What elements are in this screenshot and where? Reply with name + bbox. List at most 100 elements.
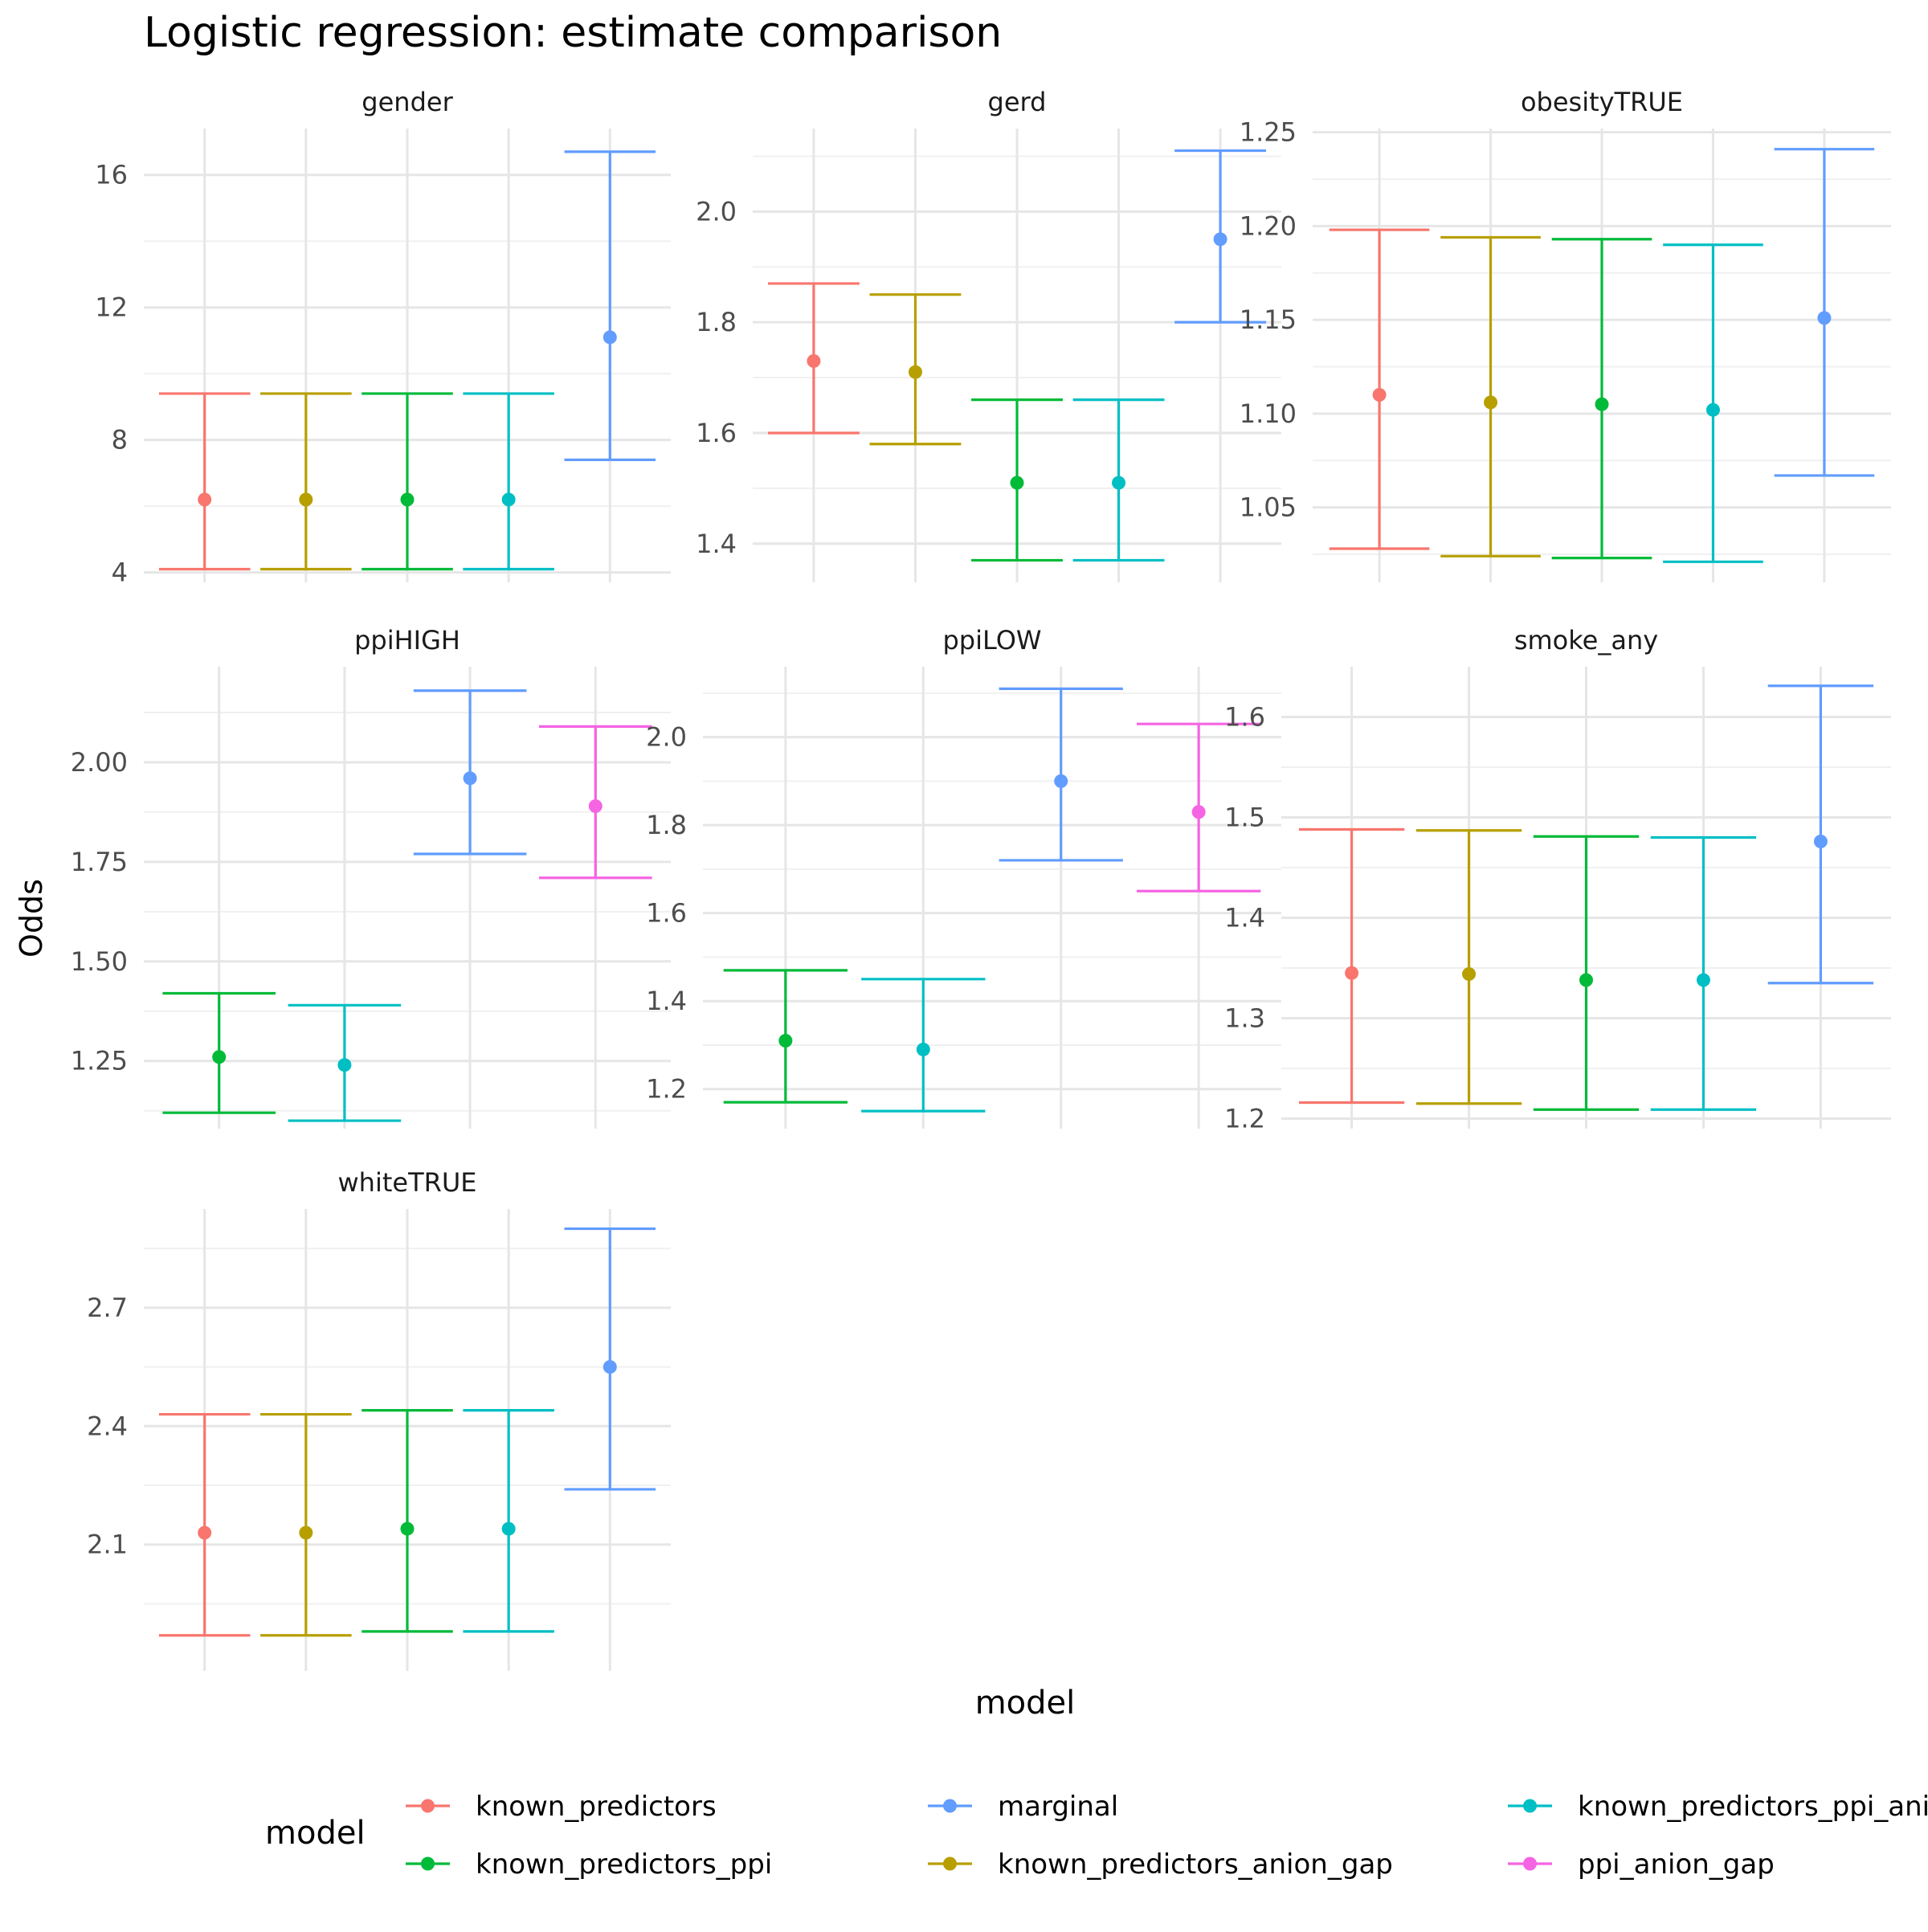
estimate-point xyxy=(212,1050,227,1064)
estimate-point xyxy=(602,1360,617,1374)
y-tick-label: 2.00 xyxy=(71,747,128,778)
facet-strip-label: gerd xyxy=(988,87,1047,117)
facet-ppiHIGH: 1.25 1.50 1.75 2.00 ppiHIGH xyxy=(71,625,671,1129)
y-tick-label: 1.10 xyxy=(1240,398,1297,429)
errorbar-marginal xyxy=(1767,684,1874,985)
estimate-point xyxy=(1372,388,1387,402)
estimate-point xyxy=(198,492,212,507)
errorbar-ppi_anion_gap xyxy=(539,725,652,880)
legend-key-point xyxy=(943,1799,957,1813)
estimate-point xyxy=(1817,311,1832,325)
y-tick-label: 1.05 xyxy=(1240,492,1297,523)
y-tick-label: 16 xyxy=(95,160,128,190)
estimate-point xyxy=(602,330,617,345)
errorbar-ppi_anion_gap xyxy=(1137,722,1261,892)
legend-item-known_predictors_ppi_anion_gap: known_predictors_ppi_anion_gap xyxy=(1508,1791,1928,1823)
estimate-point xyxy=(1696,973,1710,987)
y-tick-label: 1.4 xyxy=(696,529,737,559)
legend-label: ppi_anion_gap xyxy=(1578,1848,1775,1881)
errorbar-known_predictors_ppi_anion_gap xyxy=(861,978,986,1113)
estimate-point xyxy=(1595,397,1609,411)
estimate-point xyxy=(400,1522,415,1536)
errorbar-known_predictors_ppi_anion_gap xyxy=(1663,243,1763,563)
errorbar-marginal xyxy=(564,150,656,462)
y-tick-label: 1.50 xyxy=(71,946,128,977)
errorbar-known_predictors_anion_gap xyxy=(260,1412,352,1637)
legend-label: known_predictors xyxy=(476,1791,717,1823)
legend-label: known_predictors_ppi_anion_gap xyxy=(1578,1791,1928,1823)
y-tick-label: 1.25 xyxy=(1240,117,1297,148)
legend-label: known_predictors_anion_gap xyxy=(998,1848,1393,1881)
y-tick-label: 4 xyxy=(112,558,128,588)
facet-strip-label: smoke_any xyxy=(1514,625,1658,656)
errorbar-known_predictors_ppi_anion_gap xyxy=(463,392,554,571)
estimate-point xyxy=(1112,476,1126,490)
errorbar-known_predictors_ppi xyxy=(1551,238,1652,560)
errorbar-marginal xyxy=(999,687,1123,862)
estimate-point xyxy=(1054,774,1068,788)
legend-key-point xyxy=(1523,1856,1537,1871)
y-tick-label: 1.15 xyxy=(1240,304,1297,335)
facet-gender: 4 8 12 16 gender xyxy=(95,87,671,588)
estimate-point xyxy=(299,492,313,507)
y-tick-label: 2.1 xyxy=(87,1530,128,1560)
estimate-point xyxy=(1484,395,1498,410)
errorbar-known_predictors_anion_gap xyxy=(1440,235,1541,558)
facet-strip-label: obesityTRUE xyxy=(1521,87,1683,117)
errorbar-known_predictors_ppi xyxy=(362,1409,453,1633)
errorbar-known_predictors xyxy=(158,392,251,571)
estimate-point xyxy=(1191,805,1206,819)
estimate-point xyxy=(337,1058,352,1072)
legend-item-known_predictors: known_predictors xyxy=(406,1791,717,1823)
errorbar-marginal xyxy=(564,1227,656,1491)
legend-keys: known_predictors known_predictors_ppi marg… xyxy=(406,1791,1928,1881)
errorbar-marginal xyxy=(413,689,527,856)
facet-strip-label: whiteTRUE xyxy=(338,1167,477,1198)
errorbar-known_predictors_anion_gap xyxy=(869,293,962,446)
errorbar-known_predictors_ppi_anion_gap xyxy=(1072,398,1165,562)
errorbar-known_predictors_ppi_anion_gap xyxy=(288,1003,402,1122)
facet-strip-label: gender xyxy=(362,87,453,117)
y-tick-label: 1.5 xyxy=(1224,803,1265,833)
errorbar-known_predictors_ppi xyxy=(723,969,848,1104)
estimate-point xyxy=(778,1033,793,1048)
y-tick-label: 1.4 xyxy=(646,986,687,1016)
estimate-point xyxy=(501,492,516,507)
y-tick-label: 1.4 xyxy=(1224,903,1265,933)
errorbar-known_predictors_ppi_anion_gap xyxy=(463,1409,554,1633)
legend-key-point xyxy=(943,1856,957,1871)
legend: model known_predictors known_predictors_p… xyxy=(265,1791,1928,1881)
legend-item-ppi_anion_gap: ppi_anion_gap xyxy=(1508,1848,1775,1881)
estimate-point xyxy=(588,799,602,813)
legend-key-point xyxy=(1523,1799,1537,1813)
facet-obesityTRUE: 1.05 1.10 1.15 1.20 1.25 obesityTRUE xyxy=(1240,87,1891,582)
errorbar-known_predictors_anion_gap xyxy=(260,392,352,571)
y-tick-label: 1.20 xyxy=(1240,210,1297,241)
estimate-point xyxy=(1813,835,1828,848)
errorbar-known_predictors xyxy=(158,1412,251,1637)
y-tick-label: 1.6 xyxy=(1224,702,1265,733)
errorbar-known_predictors xyxy=(767,282,860,435)
estimate-point xyxy=(463,771,477,786)
errorbar-known_predictors_ppi xyxy=(162,991,276,1114)
estimate-point xyxy=(198,1526,212,1540)
y-tick-label: 1.6 xyxy=(696,418,737,448)
y-tick-label: 8 xyxy=(112,425,128,455)
y-tick-label: 12 xyxy=(95,292,128,323)
errorbar-known_predictors_ppi xyxy=(971,398,1063,562)
errorbar-known_predictors_anion_gap xyxy=(1415,829,1522,1105)
y-tick-label: 2.0 xyxy=(646,722,687,753)
estimate-point xyxy=(807,353,821,368)
legend-label: marginal xyxy=(998,1791,1118,1823)
y-axis-title: Odds xyxy=(14,879,49,958)
errorbar-marginal xyxy=(1174,149,1267,324)
estimate-point xyxy=(501,1522,516,1536)
legend-key-point xyxy=(421,1856,435,1871)
x-axis-title: model xyxy=(975,1685,1076,1722)
y-tick-label: 1.75 xyxy=(71,847,128,877)
errorbar-marginal xyxy=(1774,148,1875,477)
estimate-point xyxy=(299,1526,313,1540)
estimate-point xyxy=(1579,973,1593,987)
